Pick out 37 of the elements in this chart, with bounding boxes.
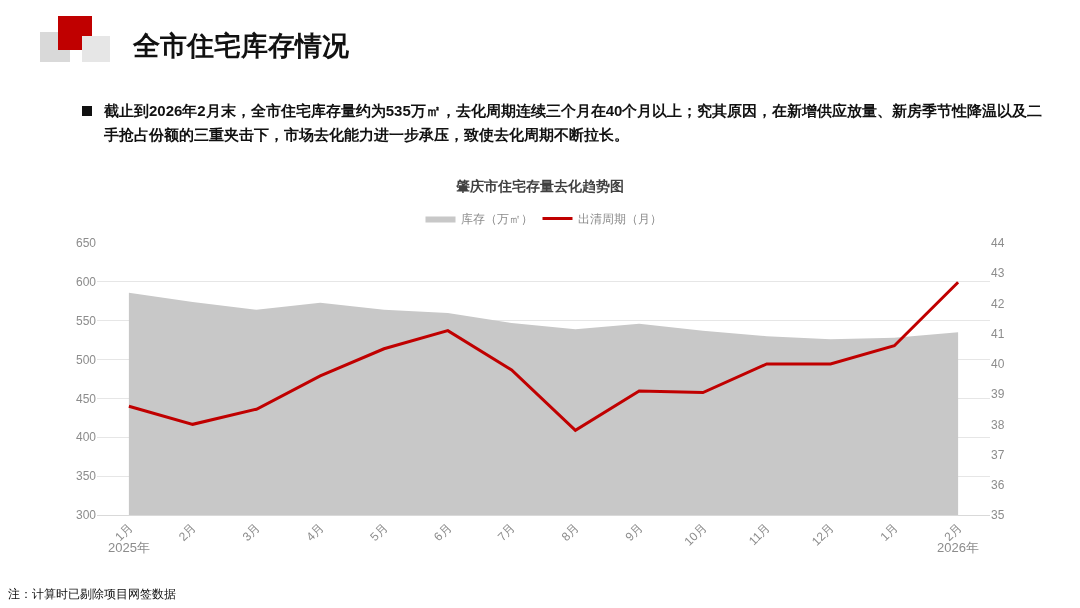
- y2-tick-label: 44: [991, 236, 1005, 251]
- y-tick-label: 500: [75, 352, 97, 367]
- y2-tick-label: 40: [991, 357, 1005, 372]
- legend-label: 出清周期（月）: [577, 212, 662, 227]
- y2-tick-label: 39: [991, 387, 1005, 402]
- chart-title: 肇庆市住宅存量去化趋势图: [455, 177, 624, 194]
- y2-tick-label: 37: [991, 447, 1005, 462]
- y2-tick-label: 38: [991, 417, 1005, 432]
- y-tick-label: 400: [75, 430, 97, 445]
- x-tick-label: 7月: [494, 520, 518, 544]
- y2-tick-label: 42: [991, 296, 1005, 311]
- x-tick-label: 5月: [367, 520, 391, 544]
- text: 全市住宅库存情况: [133, 30, 349, 63]
- y2-tick-label: 36: [991, 477, 1005, 492]
- x-tick-label: 12月: [809, 520, 837, 549]
- y2-tick-label: 35: [991, 508, 1005, 523]
- text: 截止到2026年2月末，全市住宅库存量约为535万㎡，去化周期连续三个月在40个月以上；究其原因，在新增供应放量、新房季节性降温以及二手抢占份额的三重夹击下，市场去化能力进一步承压，致使去化周期不断拉长。: [82, 99, 1054, 147]
- y-tick-label: 300: [75, 508, 97, 523]
- x-tick-label: 3月: [239, 520, 263, 544]
- y2-tick-label: 43: [991, 266, 1005, 281]
- x-tick-label: 2月: [175, 520, 200, 544]
- line-series: [127, 280, 960, 432]
- y-tick-label: 350: [75, 469, 97, 484]
- x-tick-label: 4月: [303, 520, 327, 544]
- y-tick-label: 650: [75, 236, 97, 251]
- y-tick-label: 450: [75, 391, 97, 406]
- x-tick-label: 9月: [622, 520, 646, 544]
- text: 注：计算时已剔除项目网签数据: [8, 586, 176, 603]
- x-tick-label: 11月: [745, 520, 774, 549]
- legend-label: 库存（万㎡）: [460, 212, 533, 227]
- x-tick-label: 1月: [877, 520, 901, 544]
- x-tick-label: 10月: [681, 520, 710, 549]
- x-tick-label: 8月: [558, 520, 582, 544]
- y-tick-label: 600: [75, 275, 97, 290]
- y2-tick-label: 41: [991, 326, 1005, 341]
- x-tick-label: 6月: [431, 520, 455, 544]
- y-tick-label: 550: [75, 313, 97, 328]
